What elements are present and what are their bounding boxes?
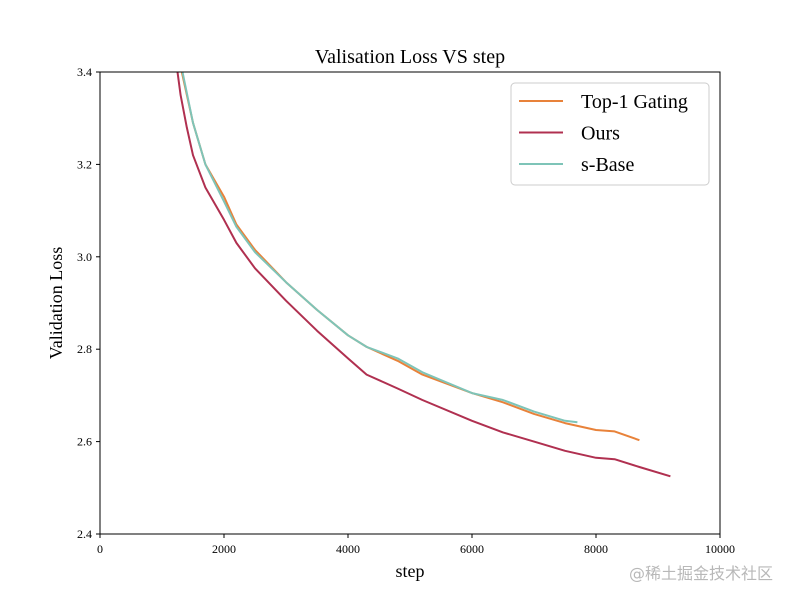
x-tick-label: 0 bbox=[97, 542, 103, 556]
watermark: @稀土掘金技术社区 bbox=[629, 564, 774, 583]
y-tick-label: 2.6 bbox=[77, 435, 92, 449]
plot-area bbox=[176, 72, 671, 478]
axes: 0 2000 4000 6000 8000 10000 2.4 2.6 2.8 3.0 3.2 3.4 bbox=[77, 65, 735, 556]
x-tick-label: 8000 bbox=[584, 542, 608, 556]
plot-frame bbox=[99, 71, 721, 535]
legend-label: s-Base bbox=[581, 154, 634, 176]
y-tick-label: 3.2 bbox=[77, 157, 92, 171]
y-axis-label: Validation Loss bbox=[46, 247, 66, 360]
y-tick-label: 2.8 bbox=[77, 342, 92, 356]
x-axis-label: step bbox=[396, 561, 425, 581]
y-tick-label: 3.0 bbox=[77, 250, 92, 264]
y-tick-label: 2.4 bbox=[77, 527, 92, 541]
legend-label: Ours bbox=[581, 123, 620, 145]
series-line-s-base bbox=[181, 72, 578, 424]
y-tick-label: 3.4 bbox=[77, 65, 92, 79]
x-tick-label: 6000 bbox=[460, 542, 484, 556]
x-tick-label: 10000 bbox=[705, 542, 735, 556]
x-tick-label: 2000 bbox=[212, 542, 236, 556]
legend-box bbox=[510, 82, 710, 186]
x-tick-label: 4000 bbox=[336, 542, 360, 556]
chart-title: Valisation Loss VS step bbox=[315, 46, 505, 68]
legend-label: Top-1 Gating bbox=[581, 91, 688, 113]
series-line-ours bbox=[176, 72, 671, 478]
legend: Top-1 Gating Ours s-Base bbox=[510, 82, 710, 186]
